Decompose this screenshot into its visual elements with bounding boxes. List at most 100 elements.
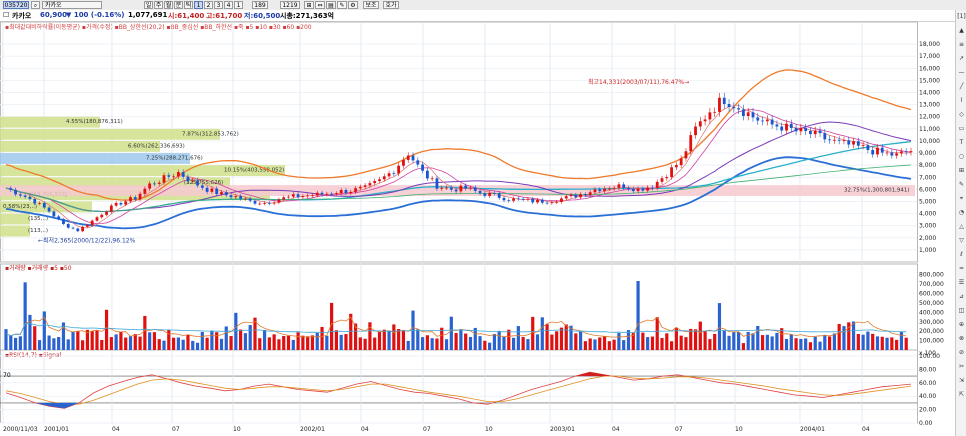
candle [856,141,860,146]
side-tool-2-icon[interactable]: ≡ [958,41,965,48]
zone-label: (113,..) [28,228,48,234]
side-tool-11-icon[interactable]: ⊞ [958,167,965,174]
search-icon[interactable]: ⌕ [31,1,40,9]
quote-button[interactable]: 호가 [383,1,399,9]
candle [153,183,156,185]
grid-icon[interactable]: ⊞ [304,1,314,9]
stock-name-box[interactable]: 카카오 [42,1,102,9]
period-button-3[interactable]: 분 [174,1,183,9]
side-tool-26-icon[interactable]: ⇲ [958,377,965,384]
side-tool-3-icon[interactable]: ↗ [958,55,965,62]
volume-bar [33,326,37,350]
period-button-7[interactable]: 3 [214,1,223,9]
period-button-5[interactable]: 1 [194,1,203,9]
count-box[interactable]: 189 [252,1,268,9]
volume-bar [880,336,884,350]
side-tool-0-icon[interactable]: [1] [957,13,966,20]
checkbox-icon[interactable]: ☐ [3,11,10,19]
period-button-6[interactable]: 2 [204,1,213,9]
candle [732,106,736,109]
side-tool-16-icon[interactable]: ▽ [959,237,964,244]
volume-bar [440,327,444,350]
volume-bar [665,333,669,350]
period-button-8[interactable]: 4 [224,1,233,9]
volume-bar [535,334,540,350]
candle [148,183,152,189]
side-tool-6-icon[interactable]: ⌇ [960,97,963,104]
side-tool-12-icon[interactable]: ✎ [958,181,965,188]
volume-bar [18,336,22,350]
side-tool-4-icon[interactable]: — [958,69,965,76]
price-tick-label: 18,000 [919,41,940,48]
candle [770,119,774,125]
price-tick-label: 14,000 [919,90,940,97]
side-tool-1-icon[interactable]: ▲ [959,27,964,34]
candle [119,202,123,205]
aux-button[interactable]: 보조 [363,1,379,9]
candle [569,194,573,197]
side-tool-22-icon[interactable]: ⊕ [958,321,965,328]
info-stock-name: 카카오 [12,12,32,20]
candle [550,202,554,204]
side-tool-23-icon[interactable]: ⊗ [958,335,965,342]
side-tool-10-icon[interactable]: ○ [958,153,965,160]
period-button-0[interactable]: 일 [144,1,153,9]
list-icon[interactable]: ▤ [326,1,336,9]
side-tool-8-icon[interactable]: ▭ [958,125,965,132]
side-tool-19-icon[interactable]: ☰ [958,279,965,286]
candle [493,193,496,194]
volume-bar [765,334,769,350]
candle [866,145,870,150]
period-button-9[interactable]: 1 [234,1,243,9]
volume-bar [866,331,870,350]
price-panel: 최고14,331(2003/07/11),76.47%→ ←최저2,365(200… [5,69,913,245]
volume-bar [353,323,358,350]
candle [617,184,621,188]
candle [100,214,104,218]
volume-bar [315,332,319,350]
side-tool-9-icon[interactable]: T [959,139,964,146]
candle [583,194,587,196]
chart-canvas[interactable]: 70 4.55%(180,876,311) 7.87%(312,853,762) 6… [0,10,955,436]
volume-bar [808,342,813,350]
volume-bar [650,336,655,350]
candle [756,117,760,121]
side-tool-15-icon[interactable]: △ [959,223,964,230]
volume-bar [90,330,94,350]
candle [689,135,693,152]
candle [775,124,779,127]
candle [512,198,515,201]
side-tool-17-icon[interactable]: ℓ [960,251,963,258]
volume-bar [626,330,631,350]
side-tool-18-icon[interactable]: ≈ [958,265,965,272]
stock-code-box[interactable]: 035720 [3,1,29,9]
side-tool-27-icon[interactable]: ⇱ [958,391,965,398]
pen-icon[interactable]: ✎ [337,1,347,9]
candle [521,198,525,200]
volume-bar [229,336,233,350]
side-tool-5-icon[interactable]: ╱ [959,83,964,90]
arrows-icon[interactable]: ⇔ [315,1,325,9]
side-tool-24-icon[interactable]: ⊘ [958,349,965,356]
panel-frame [0,349,918,424]
period-button-2[interactable]: 월 [164,1,173,9]
volume-zone [0,128,220,140]
volume-zone [0,153,190,164]
side-tool-20-icon[interactable]: ⊿ [958,293,965,300]
volume-bar [373,337,377,350]
period-button-1[interactable]: 주 [154,1,163,9]
side-tool-7-icon[interactable]: ◇ [959,111,964,118]
candle [593,189,597,193]
gear-icon[interactable]: ⚙ [348,1,358,9]
candle [703,119,707,122]
side-tool-13-icon[interactable]: ⌖ [959,195,964,202]
period-button-4[interactable]: 틱 [184,1,193,9]
volume-bar [612,339,616,350]
side-tool-14-icon[interactable]: ◔ [958,209,965,216]
side-tool-21-icon[interactable]: ◫ [958,307,965,314]
side-tool-25-icon[interactable]: ✂ [958,363,965,370]
candle [579,194,583,198]
candle [813,130,817,135]
candle [636,188,640,192]
zoom-box[interactable]: 1219 [280,1,300,9]
